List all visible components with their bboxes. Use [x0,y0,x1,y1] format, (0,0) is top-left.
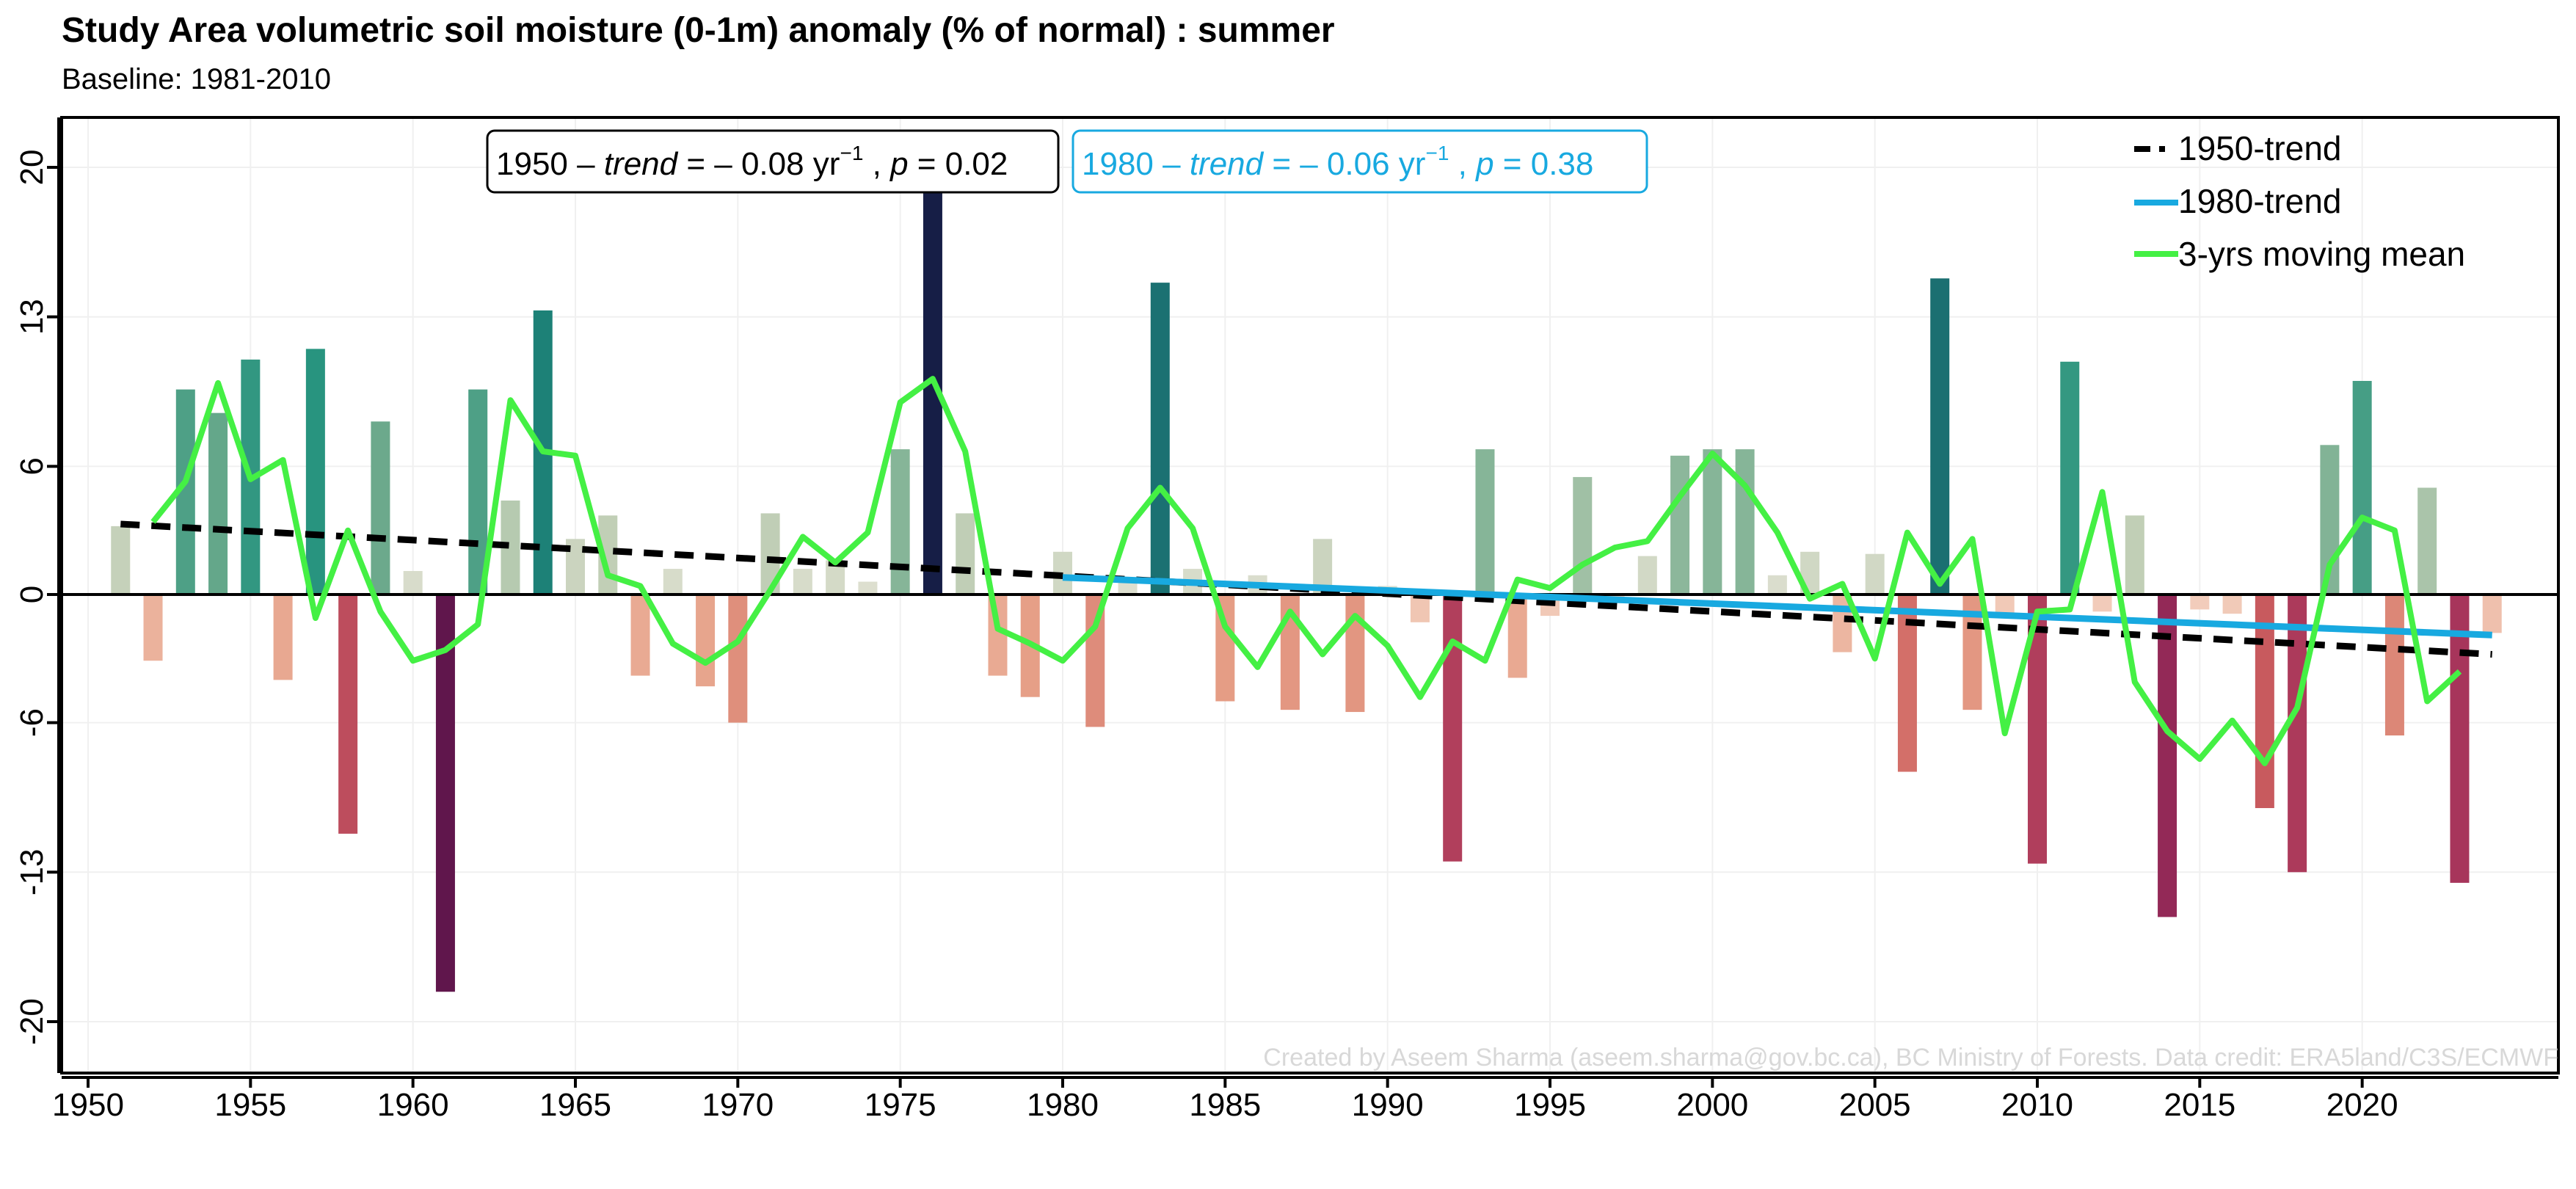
bar-1968 [663,569,683,594]
moving-mean-line [150,376,2462,766]
bar-1992 [1443,594,1463,862]
bar-1957 [305,349,325,594]
y-tick-label: -13 [14,849,50,896]
bar-2017 [2255,594,2274,808]
annotation-1980: 1980 – trend = – 0.06 yr−1 , p = 0.38 [1071,129,1648,194]
x-tick-label: 1960 [377,1087,449,1123]
trend-1980-line [1062,574,2492,639]
chart-title: Study Area volumetric soil moisture (0-1… [62,11,1335,50]
x-tick-label: 1955 [214,1087,286,1123]
x-tick-label: 1970 [702,1087,774,1123]
bar-2007 [1930,278,1950,594]
bar-2002 [1767,575,1787,594]
x-tick-label: 2005 [1839,1087,1911,1123]
x-tick-label: 2010 [2001,1087,2073,1123]
bar-1998 [1637,556,1657,594]
annotation-1950-text: 1950 – trend = – 0.08 yr−1 , p = 0.02 [496,142,1008,182]
bar-1994 [1507,594,1527,678]
bar-2021 [2384,594,2404,736]
y-tick-label: 20 [14,150,50,186]
bar-2024 [2482,594,2502,633]
annotation-1950: 1950 – trend = – 0.08 yr−1 , p = 0.02 [486,129,1060,194]
bar-1969 [696,594,716,687]
bar-2005 [1865,553,1885,594]
bar-2023 [2450,594,2470,883]
x-tick-label: 2020 [2326,1087,2398,1123]
bar-1993 [1475,449,1495,594]
x-tick-label: 2000 [1676,1087,1748,1123]
bar-2022 [2417,487,2437,594]
y-tick-label: 0 [14,586,50,603]
y-tick-label: -6 [14,708,50,737]
bar-1972 [793,569,812,594]
y-tick-label: 13 [14,299,50,335]
bar-1977 [956,513,975,594]
anomaly-bars [111,154,2502,992]
bar-1996 [1573,476,1593,594]
bar-2016 [2222,594,2242,614]
annotation-1980-text: 1980 – trend = – 0.06 yr−1 , p = 0.38 [1082,142,1593,182]
plot-frame [60,116,2560,1075]
bar-2001 [1735,449,1755,594]
x-tick-label: 2015 [2164,1087,2235,1123]
annotation-1950-box [486,129,1060,194]
y-axis: -20 -13 -6 0 6 13 20 [14,117,60,1073]
bar-1954 [208,412,228,594]
x-tick-label: 1985 [1189,1087,1261,1123]
legend-label-1980-trend: 1980-trend [2178,182,2342,220]
bar-2011 [2060,361,2080,594]
bar-1956 [273,594,293,680]
bar-2012 [2092,594,2112,612]
x-tick-label: 1990 [1352,1087,1424,1123]
bar-1960 [403,570,423,594]
x-tick-label: 1950 [52,1087,124,1123]
bar-1951 [111,526,131,594]
bar-1975 [890,449,910,594]
x-tick-label: 1980 [1027,1087,1099,1123]
y-tick-label: -20 [14,998,50,1045]
x-axis: 1950 1955 1960 1965 1970 1975 1980 1985 1990 1995… [52,1076,2558,1123]
bar-1958 [338,594,358,834]
bar-2015 [2190,594,2210,610]
legend: 1950-trend 1980-trend 3-yrs moving mean [2134,129,2465,273]
annotation-1980-box [1071,129,1648,194]
bar-1976 [923,154,942,595]
credit-text: Created by Aseem Sharma (aseem.sharma@go… [1263,1044,2558,1072]
bar-1974 [858,581,878,594]
x-tick-label: 1995 [1514,1087,1586,1123]
legend-label-moving-mean: 3-yrs moving mean [2178,235,2465,273]
bar-2000 [1703,449,1722,594]
bar-2013 [2125,515,2144,594]
bar-2018 [2288,594,2307,873]
bar-1989 [1345,594,1365,713]
bar-1952 [143,594,163,661]
bar-1970 [728,594,748,723]
chart-subtitle: Baseline: 1981-2010 [62,63,331,95]
bar-1983 [1150,283,1170,594]
y-tick-label: 6 [14,457,50,475]
bar-1999 [1670,455,1690,594]
bar-1982 [1118,581,1138,594]
x-tick-label: 1975 [865,1087,936,1123]
bar-1991 [1410,594,1430,622]
bar-1967 [630,594,650,676]
x-tick-label: 1965 [539,1087,611,1123]
bar-2020 [2352,381,2372,594]
bar-1959 [371,421,390,594]
bar-2014 [2158,594,2177,917]
bar-1961 [435,594,455,992]
legend-label-1950-trend: 1950-trend [2178,129,2342,167]
